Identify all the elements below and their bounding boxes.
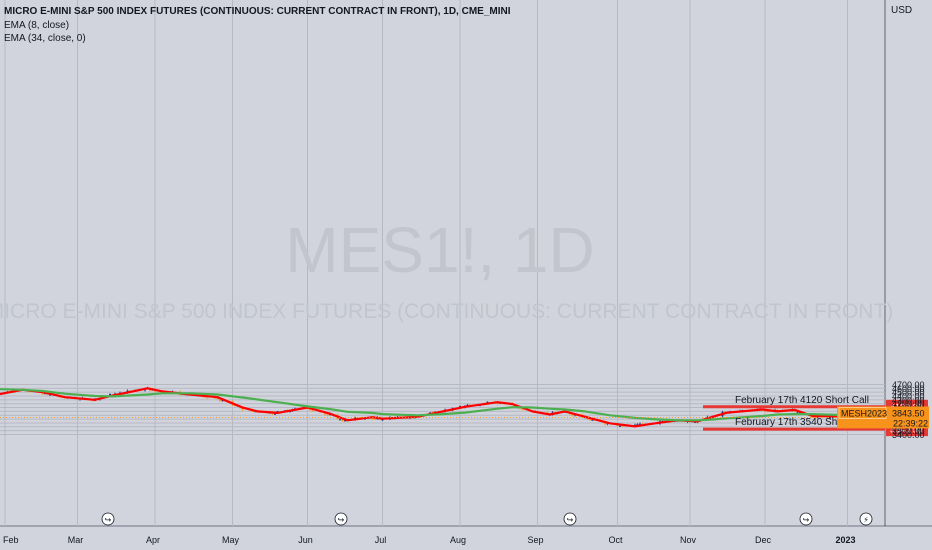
dividend-icon: [799, 512, 813, 526]
candle-body: [374, 418, 376, 420]
dividend-icon-glyph: ↪: [338, 516, 345, 525]
x-tick-label: 2023: [835, 535, 855, 545]
candle-body: [339, 419, 341, 421]
x-tick-label: Oct: [608, 535, 623, 545]
short-put-label: February 17th 3540 Short Put: [735, 417, 867, 428]
candle-body: [591, 419, 594, 421]
indicator-ema-34[interactable]: EMA (34, close, 0): [4, 33, 86, 44]
badge-countdown: 22:39:22: [893, 418, 928, 428]
candle-body: [764, 410, 766, 412]
candle-body: [219, 399, 221, 401]
candle-body: [636, 424, 639, 426]
watermark-name: MICRO E-MINI S&P 500 INDEX FUTURES (CONT…: [0, 300, 893, 323]
x-tick-label: Mar: [68, 535, 84, 545]
candle-body: [311, 409, 314, 412]
candle-body: [381, 419, 384, 421]
level-price-text: 3540.00: [890, 425, 923, 435]
flash-icon: [859, 512, 873, 526]
ema-34-line: [0, 388, 838, 422]
candle-body: [521, 408, 524, 410]
candle-body: [206, 397, 209, 399]
currency-label: USD: [891, 5, 913, 16]
flash-icon-glyph: ⚡: [863, 516, 869, 525]
y-tick-label: 4300.00: [892, 395, 925, 405]
x-tick-label: Nov: [680, 535, 697, 545]
y-tick-label: 4600.00: [892, 384, 925, 394]
y-tick-label: 3500.00: [892, 426, 925, 436]
x-tick-label: Jun: [298, 535, 313, 545]
x-tick-label: Apr: [146, 535, 160, 545]
candle-body: [49, 394, 51, 396]
indicator-ema-8[interactable]: EMA (8, close): [4, 20, 70, 31]
x-tick-label: Sep: [527, 535, 543, 545]
candle-body: [694, 421, 696, 423]
dividend-icon: [334, 512, 348, 526]
candle-body: [796, 411, 799, 413]
y-tick-label: 4200.00: [892, 399, 925, 409]
x-tick-label: Dec: [755, 535, 772, 545]
y-tick-label: 4500.00: [892, 388, 925, 398]
dividend-icon-glyph: ↪: [105, 516, 112, 525]
y-tick-label: 3400.00: [892, 430, 925, 440]
candle-body: [91, 400, 94, 402]
candle-body: [639, 423, 641, 425]
candle-body: [724, 411, 726, 413]
candle-body: [794, 410, 796, 413]
candle-body: [621, 426, 624, 428]
candle-body: [766, 411, 769, 413]
candle-body: [241, 408, 244, 410]
short-call-label: February 17th 4120 Short Call: [735, 395, 869, 406]
candle-body: [814, 417, 816, 419]
x-tick-label: Feb: [3, 535, 19, 545]
candle-body: [306, 408, 309, 410]
candle-body: [619, 425, 621, 427]
watermark-ticker: MES1!, 1D: [285, 214, 594, 286]
candle-body: [829, 417, 831, 419]
x-tick-label: Jul: [375, 535, 387, 545]
candle-body: [341, 419, 344, 422]
candle-body: [234, 405, 236, 407]
x-tick-label: Aug: [450, 535, 466, 545]
candle-body: [371, 418, 374, 420]
price-badge: MESH2023 3843.50 22:39:22: [837, 406, 929, 429]
candle-body: [571, 413, 574, 416]
candle-body: [589, 419, 591, 421]
event-markers: ↪ ↪ ↪ ↪ ⚡: [101, 512, 873, 526]
dividend-icon: [101, 512, 115, 526]
dividend-icon-glyph: ↪: [803, 516, 810, 525]
ema-lines: [0, 387, 885, 428]
y-tick-label: 4400.00: [892, 392, 925, 402]
candle-body: [776, 409, 779, 411]
candle-body: [309, 409, 311, 411]
badge-symbol: MESH2023: [841, 408, 887, 418]
candle-body: [326, 414, 329, 416]
x-tick-label: May: [222, 535, 240, 545]
candle-body: [29, 391, 31, 393]
candle-body: [214, 397, 216, 399]
candle-body: [216, 397, 219, 400]
badge-price: 3843.50: [892, 408, 925, 418]
ema-8-line: [0, 387, 838, 428]
time-axis[interactable]: Feb Mar Apr May Jun Jul Aug Sep Oct Nov Dec 2023: [3, 535, 856, 545]
candle-body: [221, 400, 224, 402]
grid: [0, 0, 932, 527]
chart-title[interactable]: MICRO E-MINI S&P 500 INDEX FUTURES (CONT…: [4, 6, 511, 17]
candle-body: [274, 413, 276, 415]
candle-body: [109, 394, 111, 397]
dividend-icon: [563, 512, 577, 526]
y-tick-label: 4700.00: [892, 380, 925, 390]
dividend-icon-glyph: ↪: [567, 516, 574, 525]
